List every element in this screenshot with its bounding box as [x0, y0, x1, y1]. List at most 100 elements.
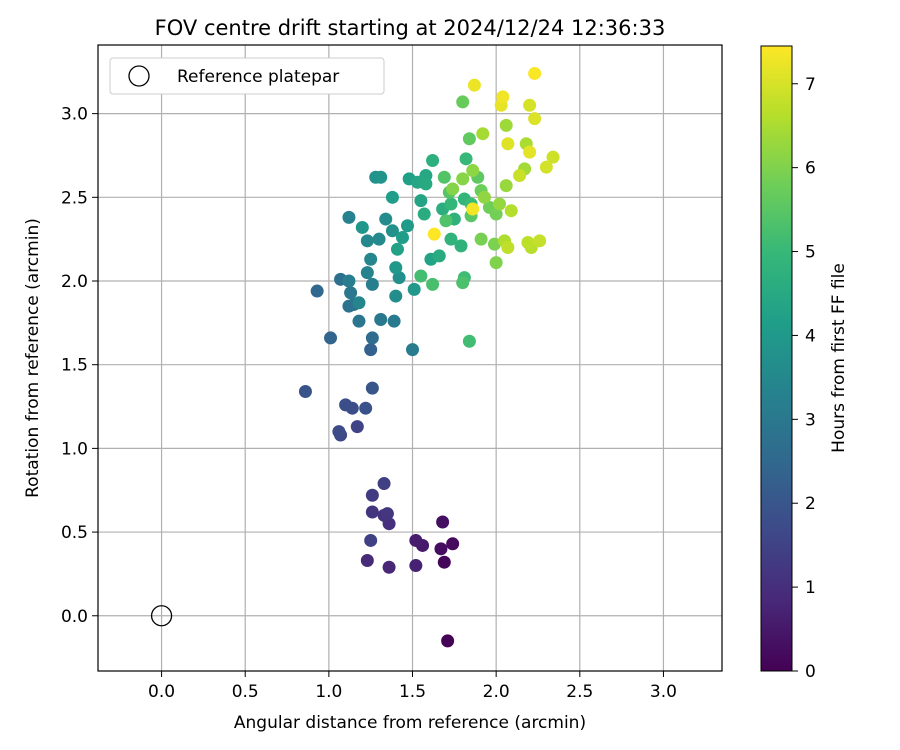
data-point — [419, 177, 433, 191]
x-tick-label: 2.5 — [566, 682, 593, 702]
data-point — [437, 170, 451, 184]
data-point — [533, 234, 547, 248]
data-point — [521, 236, 535, 250]
x-tick-label: 1.5 — [399, 682, 426, 702]
x-tick-label: 0.5 — [232, 682, 259, 702]
data-point — [339, 398, 353, 412]
data-point — [382, 560, 396, 574]
data-point — [426, 277, 440, 291]
data-point — [489, 256, 503, 270]
data-point — [385, 190, 399, 204]
plot-frame — [97, 44, 723, 672]
data-point — [310, 284, 324, 298]
data-point — [365, 505, 379, 519]
data-point — [501, 137, 515, 151]
data-point — [400, 219, 414, 233]
data-point — [434, 542, 448, 556]
data-point — [496, 90, 510, 104]
data-point — [499, 179, 513, 193]
data-point — [407, 282, 421, 296]
reference-layer — [150, 605, 173, 627]
data-point — [360, 554, 374, 568]
data-point — [474, 232, 488, 246]
grid-layer — [98, 45, 722, 671]
y-tick-label: 1.5 — [61, 356, 88, 376]
legend: Reference platepar — [109, 57, 385, 95]
data-point — [456, 95, 470, 109]
data-point — [409, 559, 423, 573]
reference-platepar-marker — [150, 605, 173, 627]
data-point — [528, 112, 542, 126]
colorbar-tick-label: 2 — [805, 494, 816, 514]
data-point — [352, 314, 366, 328]
data-point — [365, 381, 379, 395]
data-point — [414, 269, 428, 283]
y-axis-ticks: 0.0 0.5 1.0 1.5 2.0 2.5 3.0 — [61, 105, 98, 627]
data-point — [365, 488, 379, 502]
data-point — [501, 241, 515, 255]
data-point — [467, 78, 481, 92]
x-axis-label: Angular distance from reference (arcmin) — [234, 713, 586, 733]
data-point — [546, 150, 560, 164]
colorbar-tick-label: 1 — [805, 578, 816, 598]
data-point — [350, 420, 364, 434]
colorbar: 0 1 2 3 4 5 6 7 Hours from first FF file — [760, 45, 849, 682]
data-point — [466, 164, 480, 178]
data-point — [528, 66, 542, 80]
data-point — [298, 384, 312, 398]
chart-title: FOV centre drift starting at 2024/12/24 … — [155, 16, 666, 40]
data-point — [342, 210, 356, 224]
legend-label: Reference platepar — [177, 67, 339, 87]
colorbar-tick-label: 5 — [805, 243, 816, 263]
data-point — [444, 232, 458, 246]
data-point — [374, 170, 388, 184]
data-point — [446, 182, 460, 196]
colorbar-tick-label: 7 — [805, 75, 816, 95]
colorbar-ticks: 0 1 2 3 4 5 6 7 — [792, 75, 816, 682]
data-point — [436, 515, 450, 529]
data-point — [499, 118, 513, 132]
data-point — [344, 286, 358, 300]
data-point — [462, 132, 476, 146]
data-point — [406, 343, 420, 357]
data-point — [360, 234, 374, 248]
y-tick-label: 1.0 — [61, 439, 88, 459]
data-point — [454, 239, 468, 253]
data-point — [462, 334, 476, 348]
x-tick-label: 3.0 — [650, 682, 677, 702]
data-point — [441, 634, 455, 648]
data-point — [417, 207, 431, 221]
data-point — [364, 252, 378, 266]
x-axis-ticks: 0.0 0.5 1.0 1.5 2.0 2.5 3.0 — [148, 671, 677, 702]
data-point — [389, 289, 403, 303]
data-point — [437, 555, 451, 569]
data-point — [385, 224, 399, 238]
data-point — [389, 261, 403, 275]
data-point — [387, 314, 401, 328]
data-point — [427, 227, 441, 241]
colorbar-tick-label: 4 — [805, 326, 816, 346]
colorbar-gradient — [760, 45, 793, 672]
data-point — [377, 477, 391, 491]
data-point — [426, 153, 440, 167]
data-point — [414, 194, 428, 208]
data-point — [364, 533, 378, 547]
legend-box — [109, 57, 385, 95]
legend-marker-reference — [128, 65, 150, 87]
data-point — [364, 343, 378, 357]
data-point — [466, 202, 480, 216]
data-point — [432, 249, 446, 263]
y-tick-label: 0.5 — [61, 523, 88, 543]
y-axis-label: Rotation from reference (arcmin) — [23, 218, 43, 498]
data-point — [324, 331, 338, 345]
y-tick-label: 3.0 — [61, 105, 88, 125]
data-point — [409, 533, 423, 547]
data-point — [456, 172, 470, 186]
data-point — [380, 507, 394, 521]
points-layer — [298, 66, 560, 648]
data-point — [372, 232, 386, 246]
y-tick-label: 2.0 — [61, 272, 88, 292]
data-point — [365, 277, 379, 291]
colorbar-tick-label: 0 — [805, 662, 816, 682]
